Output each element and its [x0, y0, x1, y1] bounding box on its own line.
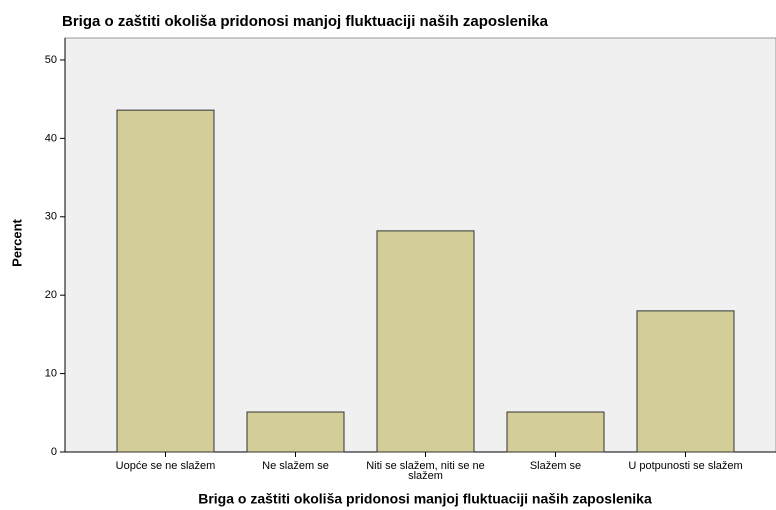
bar: [506, 411, 605, 453]
bar: [116, 109, 215, 453]
x-axis-label: Briga o zaštiti okoliša pridonosi manjoj…: [198, 491, 652, 507]
y-tick-label: 50: [45, 54, 57, 66]
x-tick-label: Ne slažem se: [262, 460, 329, 472]
x-tick-label: Uopće se ne slažem: [115, 460, 216, 472]
y-tick-label: 40: [45, 132, 57, 144]
y-tick-label: 10: [45, 367, 57, 379]
chart-title: Briga o zaštiti okoliša pridonosi manjoj…: [62, 13, 549, 30]
x-tick-label: Niti se slažem, niti se ne slažem: [366, 460, 485, 482]
x-tick-label: U potpunosti se slažem: [628, 460, 743, 472]
bar: [246, 411, 345, 453]
y-tick-label: 20: [45, 289, 57, 301]
y-tick-label: 30: [45, 211, 57, 223]
bar: [636, 310, 735, 453]
bar: [376, 230, 475, 453]
y-axis-label: Percent: [9, 218, 24, 266]
x-tick-label: Slažem se: [529, 460, 582, 472]
y-tick-label: 0: [51, 446, 57, 458]
